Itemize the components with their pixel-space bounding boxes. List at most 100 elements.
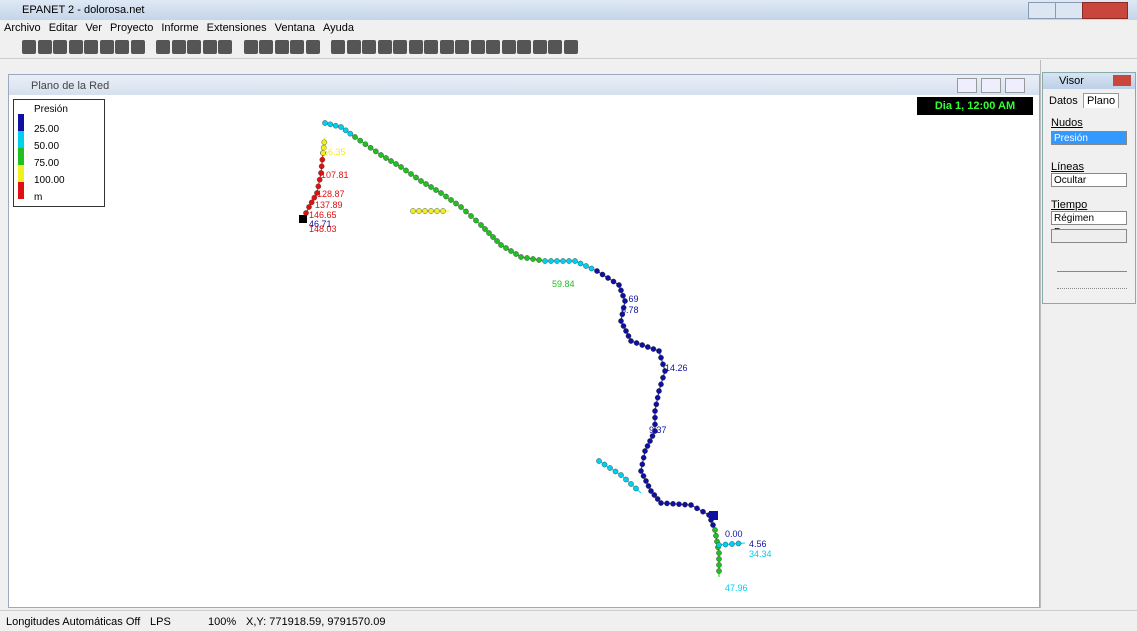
node [378, 152, 384, 158]
node-label: 137.89 [315, 200, 343, 210]
node [367, 145, 374, 151]
node [320, 150, 326, 156]
playback-controls[interactable] [1057, 249, 1127, 261]
toolbar-button[interactable] [202, 40, 217, 54]
node [735, 540, 742, 547]
menu-item[interactable]: Archivo [4, 22, 41, 34]
toolbar-button[interactable] [548, 40, 562, 54]
toolbar-button[interactable] [130, 40, 145, 54]
menu-item[interactable]: Ver [85, 22, 102, 34]
node [490, 234, 496, 240]
node [482, 226, 488, 232]
node [605, 275, 611, 281]
legend-item: 100.00 [34, 175, 65, 186]
node [729, 541, 735, 547]
node [622, 298, 628, 304]
toolbar-button[interactable] [377, 40, 392, 54]
toolbar-button[interactable] [346, 40, 361, 54]
map-minimize[interactable] [957, 78, 977, 93]
node [633, 340, 640, 346]
maximize-button[interactable] [1055, 2, 1083, 19]
node [694, 505, 700, 512]
node-label: 107.81 [321, 170, 349, 180]
toolbar-button[interactable] [408, 40, 423, 54]
toolbar-button[interactable] [305, 40, 320, 54]
speed-slider[interactable] [1057, 271, 1127, 289]
time-scrollbar[interactable] [1051, 229, 1127, 243]
toolbar-button[interactable] [470, 40, 485, 54]
toolbar-button[interactable] [171, 40, 186, 54]
node [560, 258, 566, 264]
pipe [596, 270, 716, 531]
node [599, 271, 606, 278]
toolbar-button[interactable] [393, 40, 407, 54]
links-label: Líneas [1051, 161, 1085, 173]
status-bar: Longitudes Automáticas Off LPS 100% X,Y: 77… [0, 610, 1137, 631]
toolbar-button[interactable] [218, 40, 232, 54]
node [434, 208, 440, 214]
toolbar-button[interactable] [22, 40, 36, 54]
time-select[interactable]: Régimen Perma [1051, 211, 1127, 238]
toolbar-button[interactable] [455, 40, 469, 54]
toolbar-button[interactable] [517, 40, 531, 54]
node [383, 155, 389, 161]
node-label: 6.78 [621, 305, 639, 315]
toolbar-button[interactable] [115, 40, 129, 54]
node [596, 458, 602, 464]
node [710, 522, 716, 528]
close-button[interactable] [1082, 2, 1128, 19]
tab-plano[interactable]: Plano [1083, 93, 1120, 108]
visor-close[interactable] [1113, 75, 1131, 86]
node [644, 443, 651, 449]
node [321, 139, 328, 146]
node [619, 311, 626, 318]
node [639, 461, 646, 468]
toolbar-button[interactable] [37, 40, 52, 54]
toolbar-button[interactable] [486, 40, 500, 54]
toolbar-button[interactable] [532, 40, 547, 54]
legend: Presión 25.00 50.00 75.00 100.00 m [13, 99, 105, 207]
menu-item[interactable]: Informe [161, 22, 199, 34]
menu-item[interactable]: Editar [48, 22, 78, 34]
toolbar-button[interactable] [259, 40, 273, 54]
node-label: 7.69 [621, 294, 639, 304]
node [640, 454, 647, 461]
status-field: 100% [208, 616, 237, 628]
map-close[interactable] [1005, 78, 1025, 93]
toolbar-button[interactable] [362, 40, 376, 54]
toolbar-button[interactable] [331, 40, 345, 54]
node [318, 163, 325, 170]
map-maximize[interactable] [981, 78, 1001, 93]
node [620, 304, 627, 311]
links-select[interactable]: Ocultar [1051, 173, 1127, 187]
menu-item[interactable]: Ayuda [322, 22, 354, 34]
toolbar-button[interactable] [243, 40, 258, 54]
toolbar-button[interactable] [439, 40, 454, 54]
toolbar-button[interactable] [84, 40, 98, 54]
node [652, 408, 658, 414]
node [468, 213, 474, 219]
node [651, 492, 658, 498]
toolbar-button[interactable] [187, 40, 201, 54]
toolbar-button[interactable] [156, 40, 170, 54]
node [658, 381, 664, 388]
node [372, 148, 379, 155]
tab-datos[interactable]: Datos [1049, 95, 1078, 107]
toolbar-button[interactable] [563, 40, 578, 54]
toolbar-button[interactable] [274, 40, 289, 54]
menu-item[interactable]: Extensiones [206, 22, 267, 34]
toolbar-button[interactable] [501, 40, 516, 54]
legend-swatch [18, 182, 24, 199]
toolbar-button[interactable] [99, 40, 114, 54]
toolbar-button[interactable] [290, 40, 304, 54]
toolbar-button[interactable] [424, 40, 438, 54]
menu-item[interactable]: Ventana [274, 22, 315, 34]
toolbar-button[interactable] [53, 40, 67, 54]
toolbar-button[interactable] [68, 40, 83, 54]
node-label: 4.56 [749, 539, 767, 549]
nodes-select[interactable]: Presión [1051, 131, 1127, 145]
node [716, 542, 722, 548]
menu-item[interactable]: Proyecto [109, 22, 154, 34]
minimize-button[interactable] [1028, 2, 1056, 19]
